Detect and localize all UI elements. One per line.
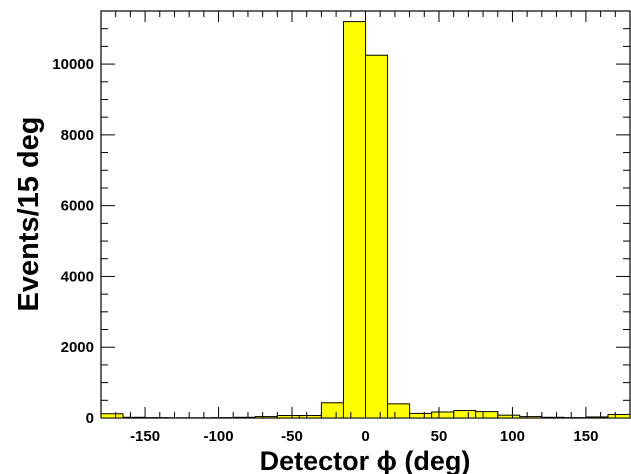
x-tick-label: 100 <box>500 428 525 445</box>
x-tick-label: -50 <box>281 428 303 445</box>
histogram-bar <box>497 414 521 419</box>
histogram-bar <box>100 413 124 419</box>
histogram-bar <box>276 415 300 419</box>
y-tick-labels: 0 2000 4000 6000 8000 10000 <box>52 56 94 427</box>
y-tick-label: 6000 <box>61 198 94 215</box>
axis-ticks <box>100 10 631 419</box>
y-tick-label: 10000 <box>52 56 94 73</box>
histogram-bar <box>365 54 389 419</box>
y-tick-label: 0 <box>86 410 94 427</box>
histogram-bar <box>122 416 146 419</box>
histogram-bar <box>541 416 565 419</box>
x-tick-label: 0 <box>361 428 369 445</box>
y-tick-label: 4000 <box>61 268 94 285</box>
histogram-bars <box>100 21 631 419</box>
histogram-bar <box>320 402 344 419</box>
x-tick-label: -150 <box>130 428 160 445</box>
y-axis-title: Events/15 deg <box>13 116 45 311</box>
histogram-bar <box>298 415 322 419</box>
histogram-bar <box>585 416 609 419</box>
y-tick-label: 8000 <box>61 127 94 144</box>
histogram-bar <box>519 416 543 419</box>
histogram-bar <box>431 411 455 419</box>
histogram-bar <box>387 403 411 419</box>
histogram-bar <box>342 21 367 419</box>
x-tick-label: 150 <box>573 428 598 445</box>
x-tick-label: -100 <box>204 428 234 445</box>
histogram-bar <box>232 416 256 419</box>
histogram-bar <box>254 416 278 419</box>
histogram-bar <box>409 412 433 419</box>
x-tick-labels: -150 -100 -50 0 50 100 150 <box>130 428 598 445</box>
histogram-bar <box>475 411 499 419</box>
x-axis-title: Detector ϕ (deg) <box>260 446 471 474</box>
histogram-bar <box>453 410 477 419</box>
y-tick-label: 2000 <box>61 339 94 356</box>
histogram-bar <box>607 413 631 419</box>
x-tick-label: 50 <box>431 428 448 445</box>
